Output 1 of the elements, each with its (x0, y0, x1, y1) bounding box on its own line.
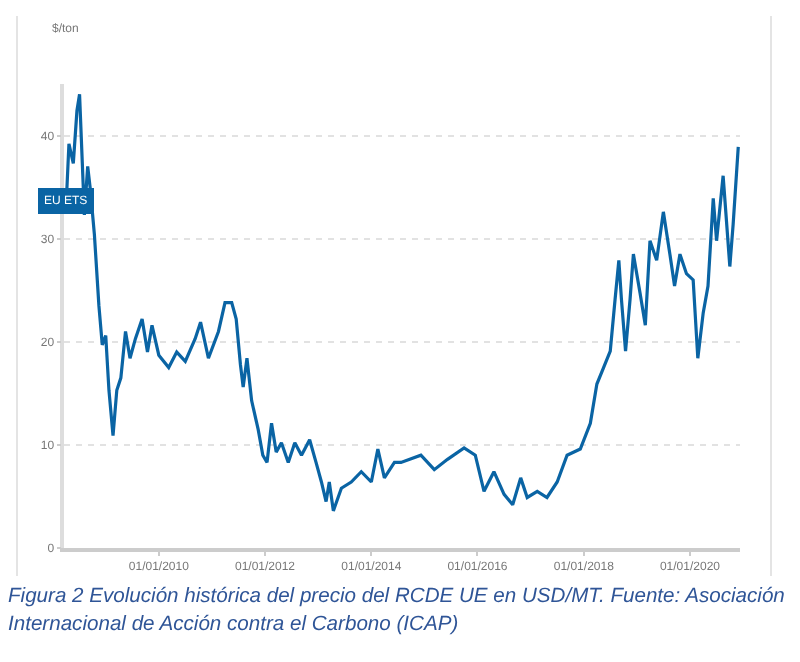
text: Figura 2 Evolución histórica del precio del RCDE UE en USD/MT. Fuente: Asociación Internacional de Acción contra el Carbono (ICAP) (8, 584, 787, 640)
